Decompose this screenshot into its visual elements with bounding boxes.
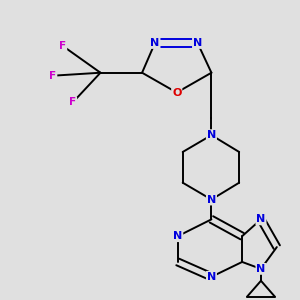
Text: F: F (49, 71, 56, 81)
Text: N: N (256, 214, 266, 224)
Text: F: F (59, 41, 66, 51)
Text: N: N (207, 194, 216, 205)
Text: N: N (173, 231, 182, 241)
Text: N: N (193, 38, 202, 48)
Text: N: N (207, 130, 216, 140)
Text: F: F (69, 98, 76, 107)
Text: O: O (172, 88, 182, 98)
Text: N: N (256, 264, 266, 274)
Text: N: N (150, 38, 160, 48)
Text: N: N (207, 272, 216, 282)
